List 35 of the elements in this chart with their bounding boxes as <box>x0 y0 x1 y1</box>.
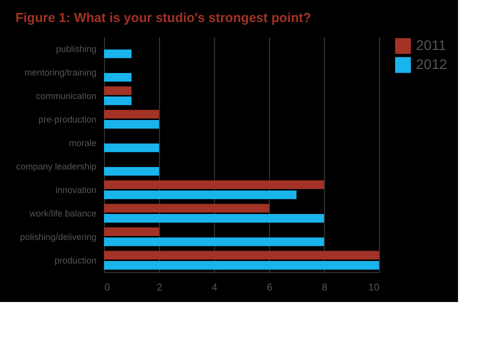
x-tick-label: 0 <box>104 282 110 294</box>
bar <box>104 180 324 189</box>
y-tick-label: production <box>54 255 96 266</box>
bar <box>104 238 324 246</box>
bar <box>104 190 296 200</box>
y-tick-label: work/life balance <box>28 208 96 218</box>
y-tick-label: polishing/delivering <box>20 232 96 242</box>
y-tick-label: company leadership <box>16 161 96 172</box>
bar <box>104 227 159 236</box>
bar <box>104 214 324 223</box>
y-tick-label: communication <box>36 90 96 101</box>
y-tick-label: pre-production <box>38 114 96 124</box>
bar <box>104 261 379 270</box>
x-tick-label: 8 <box>322 282 328 294</box>
bar <box>104 120 159 129</box>
x-tick-label: 6 <box>266 282 273 294</box>
x-tick-label: 10 <box>368 282 380 294</box>
y-tick-label: publishing <box>56 44 96 54</box>
x-tick-label: 2 <box>156 282 163 294</box>
bar <box>104 86 132 95</box>
y-tick-label: morale <box>68 138 96 148</box>
bar <box>104 204 269 212</box>
bar <box>104 110 159 118</box>
legend-label: 2011 <box>416 37 446 53</box>
legend-label: 2012 <box>416 56 448 72</box>
y-tick-label: mentoring/training <box>24 67 96 78</box>
bar <box>104 50 132 58</box>
bar <box>104 167 159 176</box>
x-tick-label: 4 <box>212 282 218 294</box>
y-tick-label: innovation <box>55 184 96 195</box>
bar <box>104 96 132 106</box>
bar <box>104 144 159 152</box>
bar <box>104 73 132 82</box>
bar <box>104 250 379 260</box>
chart-title: Figure 1: What is your studio's strongest point? <box>15 10 312 25</box>
